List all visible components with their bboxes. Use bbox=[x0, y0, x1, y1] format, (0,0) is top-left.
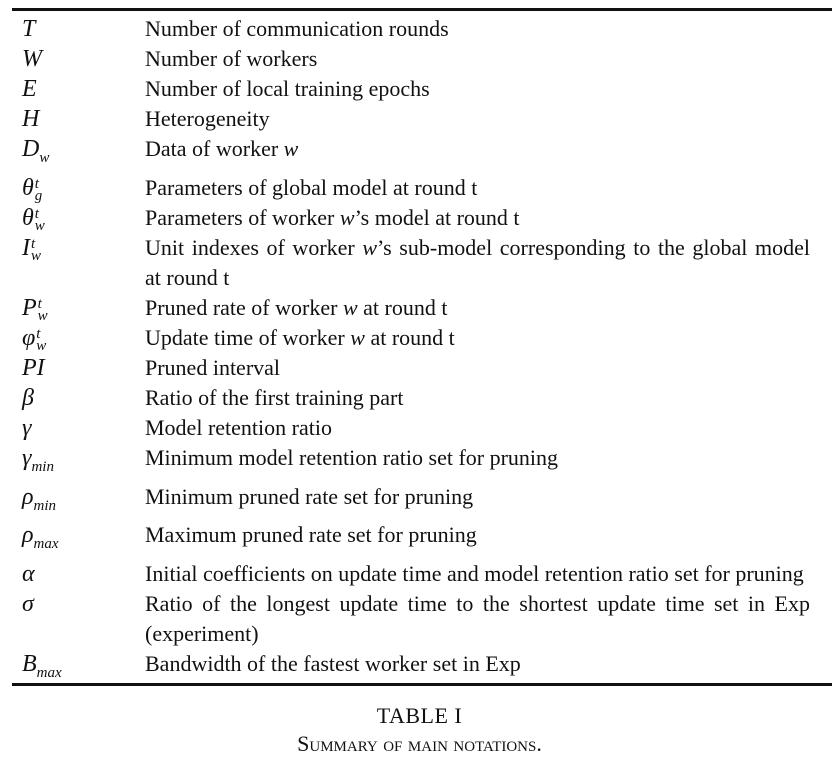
notation-description: Number of local training epochs bbox=[145, 76, 430, 101]
notation-description: Pruned rate of worker w at round t bbox=[145, 294, 448, 320]
notation-symbol: ρmin bbox=[22, 483, 57, 514]
table-row: ρmax Maximum pruned rate set for pruning bbox=[0, 520, 839, 559]
notation-symbol: γ bbox=[22, 414, 32, 441]
notation-description: Parameters of worker w’s model at round … bbox=[145, 204, 520, 230]
notation-description: Initial coefficients on update time and … bbox=[145, 561, 804, 587]
table-row: β Ratio of the first training part bbox=[0, 383, 839, 413]
table-row: ρmin Minimum pruned rate set for pruning bbox=[0, 482, 839, 521]
notation-symbol: Bmax bbox=[22, 651, 62, 681]
table-top-rule bbox=[12, 8, 832, 11]
notation-description: Ratio of the longest update time to the … bbox=[145, 591, 810, 647]
notation-symbol: Dw bbox=[22, 136, 50, 166]
notation-description: Update time of worker w at round t bbox=[145, 324, 455, 350]
table-row: σ Ratio of the longest update time to the… bbox=[0, 589, 839, 649]
notation-description: Minimum model retention ratio set for pr… bbox=[145, 444, 559, 470]
table-row: φ t w Update time of worker w at round t bbox=[0, 323, 839, 355]
table-row: PI Pruned interval bbox=[0, 353, 839, 383]
notation-description: Parameters of global model at round t bbox=[145, 174, 478, 200]
notation-description: Number of workers bbox=[145, 46, 318, 71]
notation-symbol: E bbox=[22, 76, 37, 102]
table-row: γ Model retention ratio bbox=[0, 413, 839, 443]
notation-description: Data of worker w bbox=[145, 136, 299, 161]
table-row: γmin Minimum model retention ratio set fo… bbox=[0, 443, 839, 482]
table-row: α Initial coefficients on update time and… bbox=[0, 559, 839, 589]
notation-symbol: γmin bbox=[22, 444, 54, 475]
table-row: Dw Data of worker w bbox=[0, 134, 839, 173]
notation-description: Minimum pruned rate set for pruning bbox=[145, 483, 474, 509]
table-bottom-rule bbox=[12, 683, 832, 686]
notation-symbol: T bbox=[22, 16, 36, 42]
notation-symbol: W bbox=[22, 46, 42, 72]
notation-description: Ratio of the first training part bbox=[145, 384, 404, 410]
table-row: Bmax Bandwidth of the fastest worker set … bbox=[0, 649, 839, 688]
notation-description: Pruned interval bbox=[145, 354, 281, 380]
notation-symbol: β bbox=[22, 384, 34, 411]
notation-description: Maximum pruned rate set for pruning bbox=[145, 522, 477, 548]
table-caption: Summary of main notations. bbox=[297, 731, 542, 756]
notation-symbol: PI bbox=[22, 354, 45, 381]
table-row: E Number of local training epochs bbox=[0, 74, 839, 104]
notation-symbol: α bbox=[22, 561, 35, 588]
table-row: H Heterogeneity bbox=[0, 104, 839, 134]
notation-table: T Number of communication rounds W Number o… bbox=[0, 14, 839, 688]
table-row: θ t g Parameters of global model at round t bbox=[0, 173, 839, 205]
notation-symbol: σ bbox=[22, 591, 34, 618]
notation-symbol: H bbox=[22, 106, 40, 132]
notation-description: Heterogeneity bbox=[145, 106, 270, 131]
notation-symbol: ρmax bbox=[22, 522, 59, 553]
notation-description: Model retention ratio bbox=[145, 414, 332, 440]
notation-description: Number of communication rounds bbox=[145, 16, 449, 41]
notation-description: Unit indexes of worker w’s sub-model cor… bbox=[145, 234, 810, 290]
table-row: W Number of workers bbox=[0, 44, 839, 74]
notation-description: Bandwidth of the fastest worker set in E… bbox=[145, 651, 521, 677]
table-row: T Number of communication rounds bbox=[0, 14, 839, 44]
table-label: TABLE I bbox=[376, 703, 463, 728]
table-row: θ t w Parameters of worker w’s model at rou… bbox=[0, 203, 839, 235]
